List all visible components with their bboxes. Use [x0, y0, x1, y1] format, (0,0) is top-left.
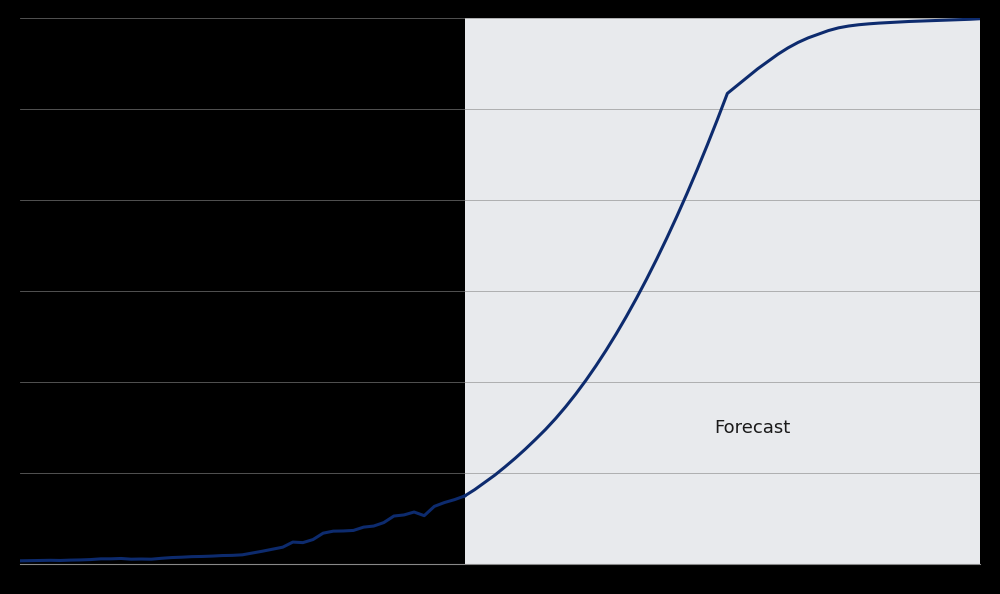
Bar — [465, 18, 980, 564]
Text: Forecast: Forecast — [715, 419, 791, 437]
